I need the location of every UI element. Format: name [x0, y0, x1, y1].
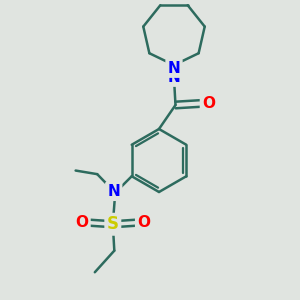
Text: N: N [168, 70, 180, 85]
Text: N: N [107, 184, 120, 199]
Text: O: O [137, 215, 150, 230]
Text: O: O [75, 215, 88, 230]
Text: S: S [107, 215, 119, 233]
Text: O: O [202, 96, 215, 111]
Text: N: N [168, 61, 180, 76]
